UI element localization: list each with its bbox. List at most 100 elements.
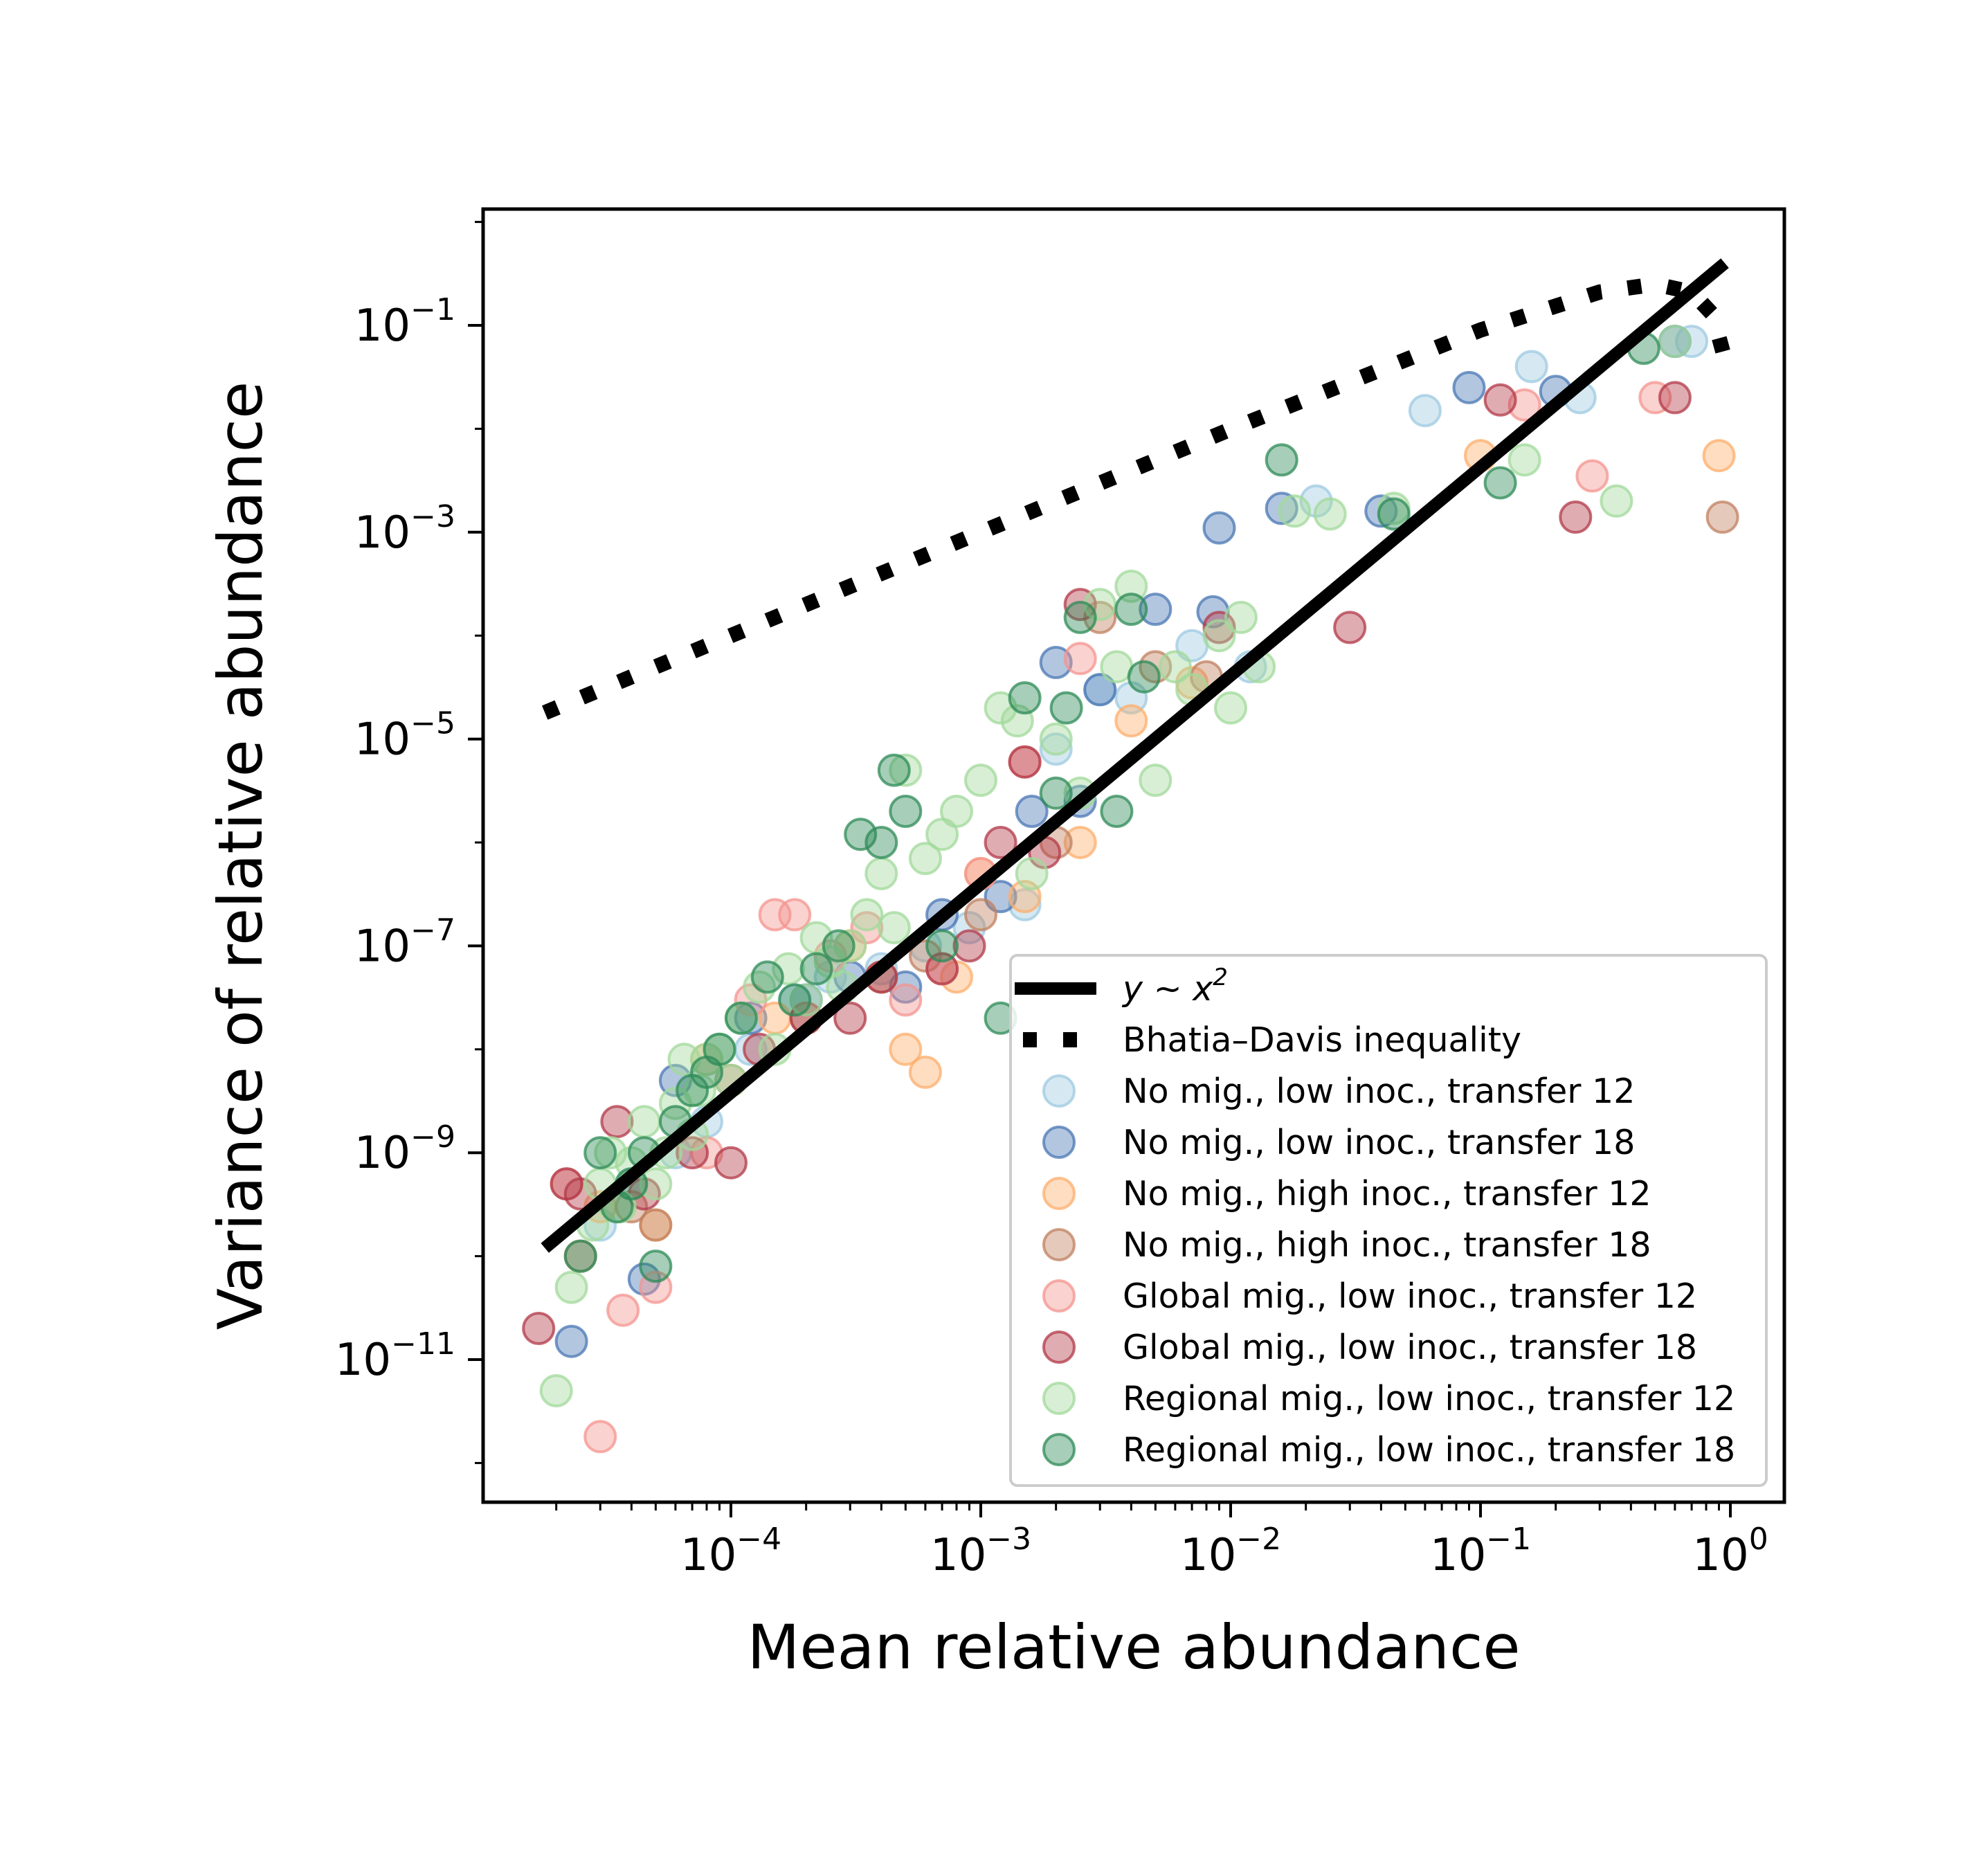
data-point (1114, 569, 1148, 603)
y-axis-label: Variance of relative abundance (205, 381, 276, 1330)
data-point (1333, 611, 1367, 644)
x-tick-label: 10−4 (680, 1522, 781, 1581)
power-law-line (541, 258, 1729, 1253)
data-point (984, 826, 1017, 859)
legend-label: Global mig., low inoc., transfer 12 (1123, 1277, 1697, 1316)
legend-label: No mig., high inoc., transfer 12 (1123, 1174, 1651, 1214)
legend-marker (1042, 1279, 1076, 1313)
legend-label: Regional mig., low inoc., transfer 18 (1123, 1430, 1735, 1470)
data-point (964, 898, 997, 932)
data-point (889, 795, 923, 828)
data-point (1265, 443, 1298, 477)
data-point (1039, 732, 1073, 766)
data-point (1008, 745, 1042, 779)
data-point (833, 1001, 867, 1035)
y-tick-label: 10−9 (354, 1119, 455, 1179)
data-point (703, 1032, 736, 1066)
data-point (1015, 795, 1049, 828)
series-7 (539, 325, 1692, 1407)
data-point (772, 952, 806, 986)
data-point (877, 911, 911, 945)
data-point (1408, 394, 1442, 428)
lines-layer (541, 258, 1732, 1253)
data-point (1702, 439, 1736, 473)
x-tick-label: 10−1 (1430, 1522, 1531, 1581)
data-point (789, 983, 823, 1017)
y-tick-label: 10−1 (354, 292, 455, 352)
data-point (1008, 887, 1042, 921)
data-point (682, 1074, 716, 1108)
data-point (889, 970, 923, 1004)
legend: y ~ x2 Bhatia–Davis inequality No mig., lo… (1009, 954, 1768, 1487)
data-point (1483, 383, 1517, 417)
y-tick-label: 10−5 (354, 706, 455, 766)
data-point (1083, 588, 1117, 622)
data-point (1063, 826, 1097, 859)
data-point (984, 691, 1017, 725)
data-point (583, 1420, 617, 1454)
data-point (1658, 325, 1692, 359)
legend-marker (1042, 1331, 1076, 1364)
data-point (908, 1055, 942, 1089)
y-tick-label: 10−7 (354, 912, 455, 972)
x-tick-label: 10−2 (1180, 1522, 1281, 1581)
data-point (1202, 511, 1236, 545)
y-tick-label: 10−3 (354, 499, 455, 559)
data-point (925, 929, 959, 963)
y-axis: 10−11 10−9 10−7 10−5 10−3 10−1 (335, 221, 483, 1464)
y-tick-label: 10−11 (335, 1326, 455, 1386)
legend-box (1009, 954, 1768, 1487)
data-point (1507, 388, 1541, 422)
data-point (639, 1208, 673, 1242)
data-point (1575, 459, 1609, 493)
data-point (714, 1146, 748, 1180)
data-point (600, 1105, 634, 1139)
legend-label: Global mig., low inoc., transfer 18 (1123, 1328, 1697, 1367)
data-point (1039, 646, 1073, 679)
legend-marker (1042, 1074, 1076, 1108)
legend-marker (1042, 1433, 1076, 1466)
x-tick-label: 10−3 (930, 1522, 1031, 1581)
legend-marker (1042, 1228, 1076, 1261)
data-point (1083, 673, 1117, 707)
data-point (1705, 500, 1739, 534)
data-point (889, 1032, 923, 1066)
data-point (864, 857, 898, 890)
data-point (850, 898, 884, 932)
data-point (1139, 764, 1172, 797)
data-point (908, 939, 942, 973)
data-point (1114, 593, 1148, 626)
data-point (1675, 325, 1709, 359)
data-point (1008, 681, 1042, 715)
legend-label: No mig., low inoc., transfer 12 (1123, 1072, 1635, 1111)
data-point (844, 818, 878, 851)
data-point (734, 1001, 768, 1035)
data-point (1139, 593, 1172, 626)
data-point (1658, 381, 1692, 415)
data-point (822, 929, 855, 963)
data-point (554, 1324, 588, 1358)
data-point (877, 753, 911, 787)
x-tick-label: 100 (1692, 1522, 1768, 1581)
data-point (864, 826, 898, 859)
legend-marker (1042, 1126, 1076, 1159)
data-point (724, 1001, 758, 1035)
data-point (1313, 497, 1347, 531)
data-point (1483, 466, 1517, 500)
data-point (639, 1167, 673, 1201)
x-axis-label: Mean relative abundance (747, 1612, 1520, 1683)
data-point (1214, 691, 1247, 725)
legend-marker (1042, 1177, 1076, 1210)
data-point (1063, 600, 1097, 634)
legend-marker (1042, 1382, 1076, 1415)
legend-label: y ~ x2 (1121, 964, 1228, 1009)
data-point (1049, 691, 1083, 725)
data-point (1265, 491, 1298, 525)
points-layer (522, 325, 1739, 1454)
data-point (925, 952, 959, 986)
data-point (952, 911, 986, 945)
data-point (908, 842, 942, 876)
bhatia-davis-line (541, 276, 1732, 720)
data-point (1114, 704, 1148, 738)
